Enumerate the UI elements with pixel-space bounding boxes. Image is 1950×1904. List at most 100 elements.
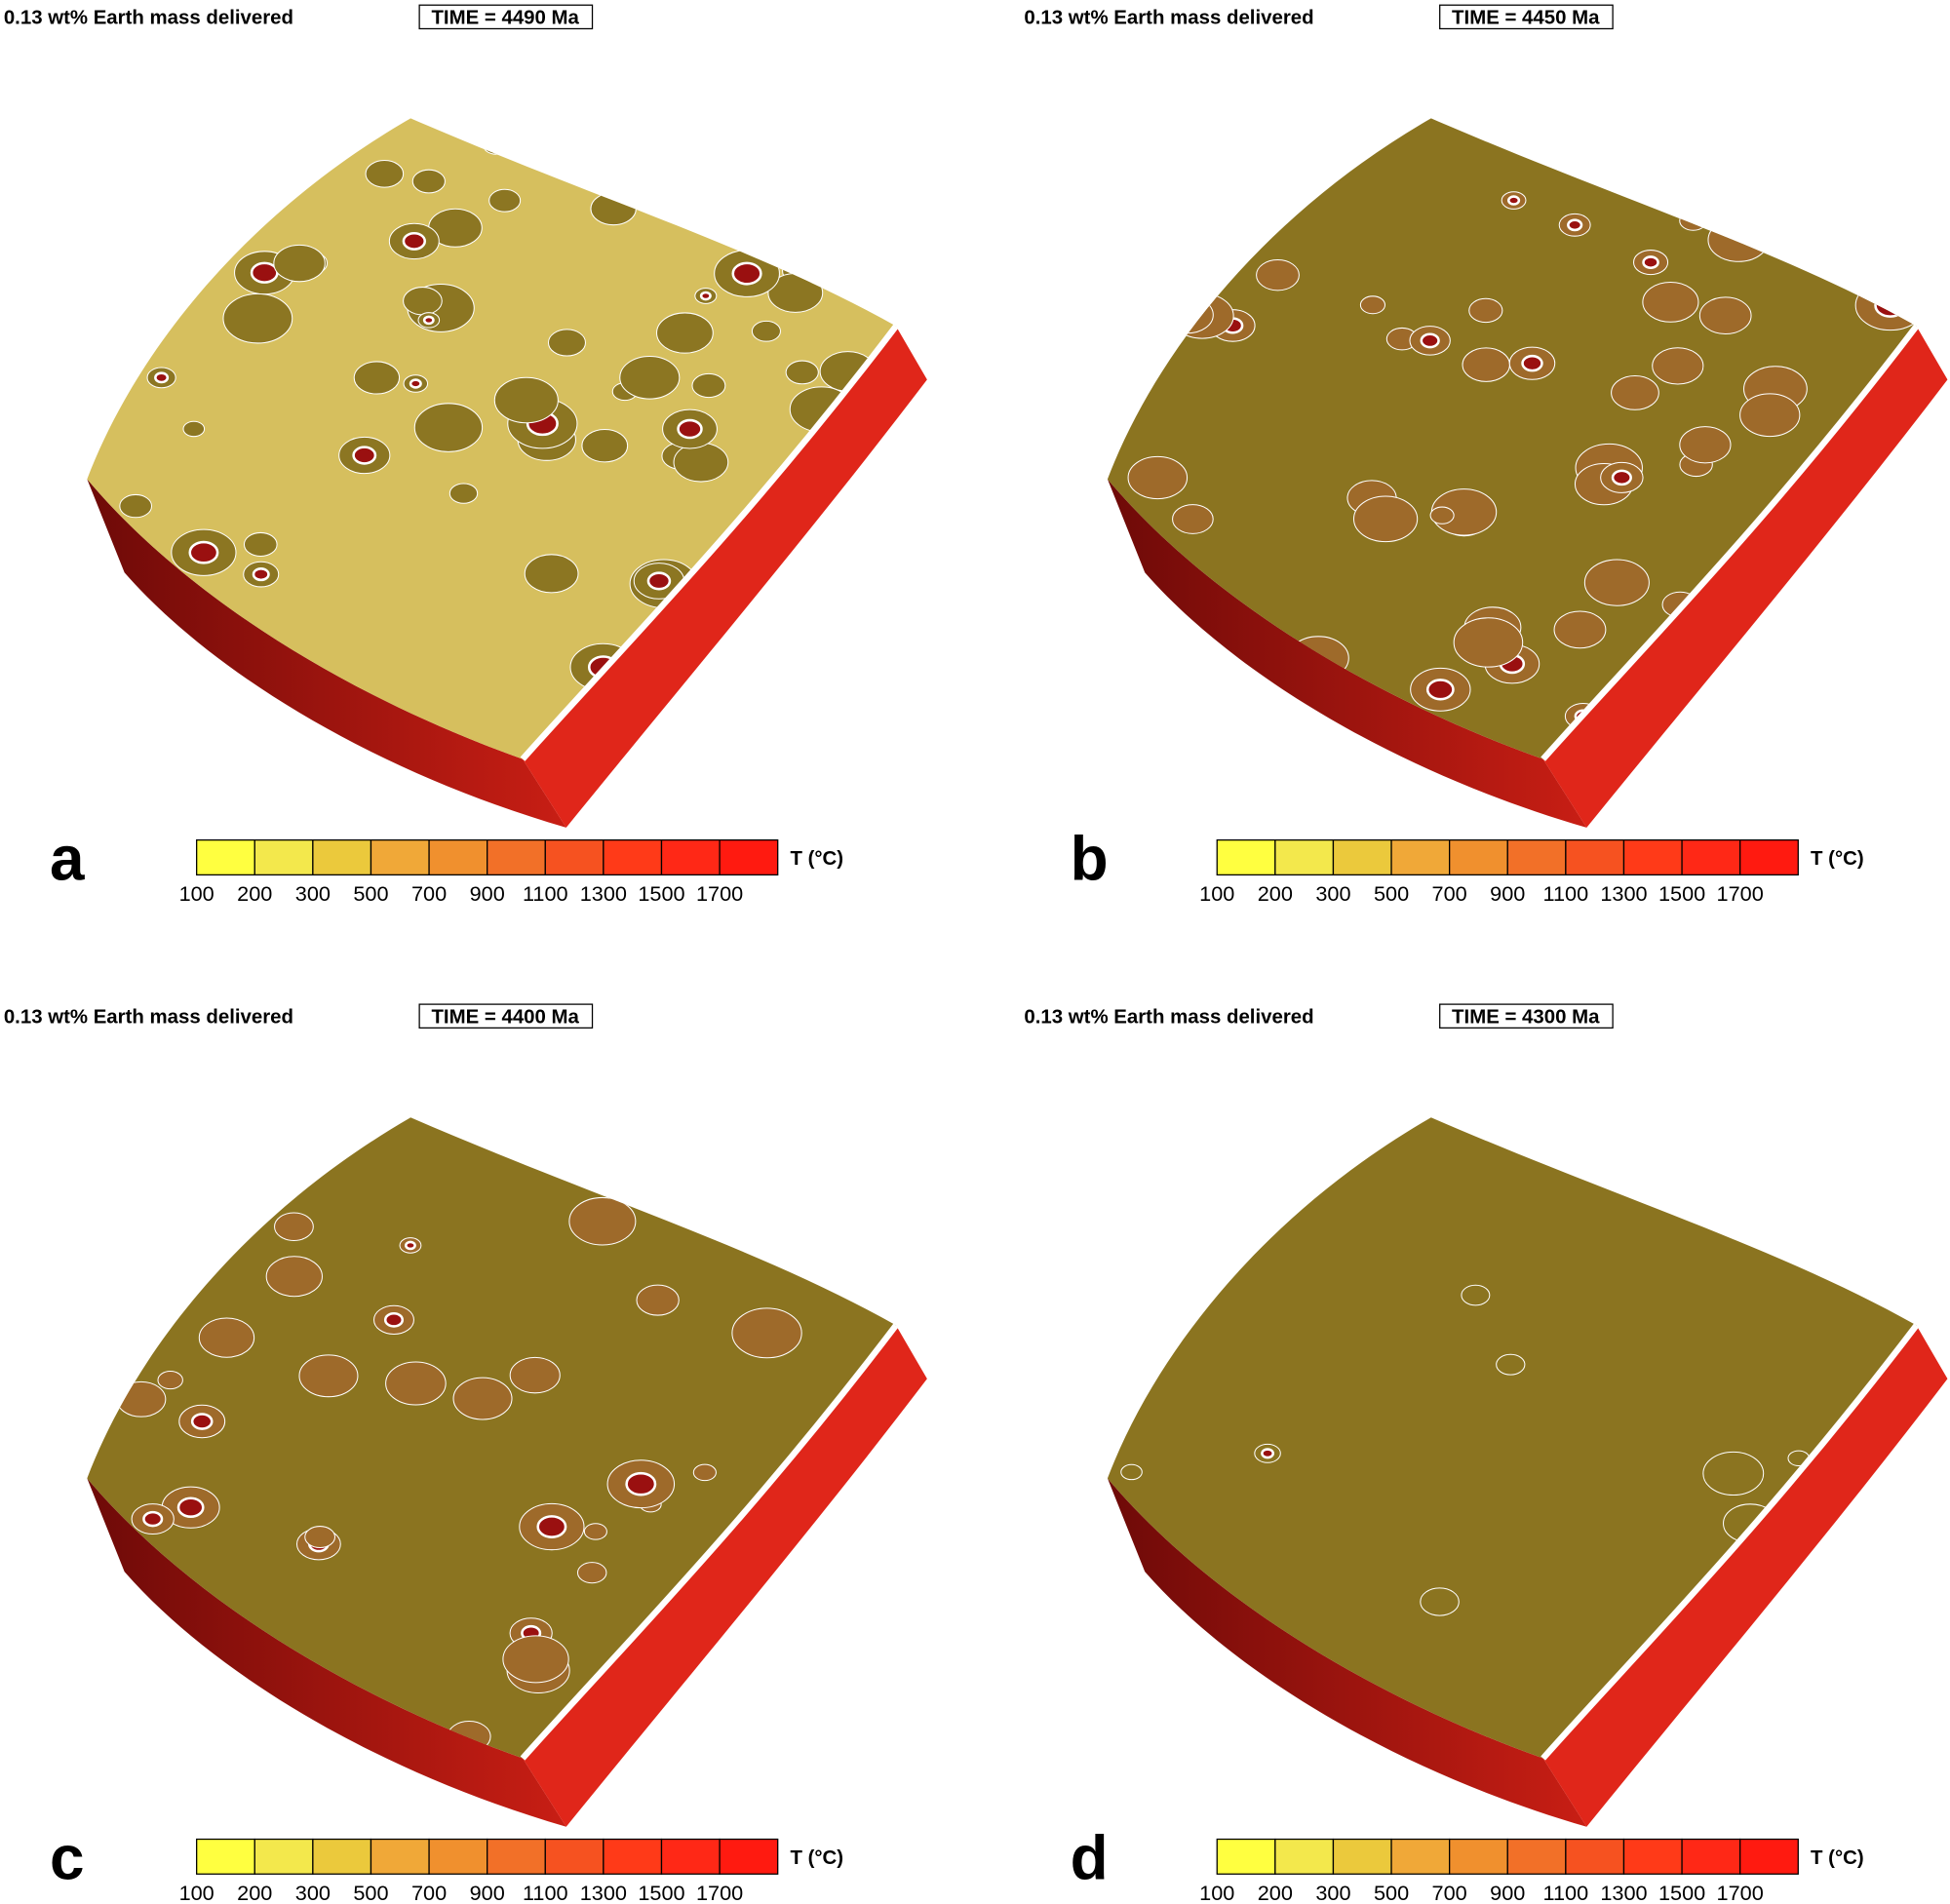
surface-patch [1679,210,1707,231]
panel-letter: b [1071,823,1109,893]
colorbar-swatch [1622,1838,1683,1875]
surface-patch [265,1256,323,1298]
hot-spot [1874,292,1907,318]
surface-patch [1553,610,1607,649]
colorbar-swatch [1274,838,1335,876]
surface-patch [134,118,186,144]
surface-patch [1420,1587,1460,1616]
colorbar-tick-label: 1700 [1717,1881,1764,1904]
surface-patch [502,1635,569,1684]
surface-patch [1705,702,1763,744]
surface-patch [222,292,293,344]
colorbar-tick-label: 200 [1258,1881,1293,1904]
hot-spot [1611,469,1632,486]
surface-patch [87,191,122,222]
panel-caption: 0.13 wt% Earth mass delivered [1024,1006,1313,1028]
surface-patch [1496,1353,1526,1376]
panel-letter: d [1071,1822,1109,1892]
surface-patch [413,403,484,452]
hot-spot [536,1515,567,1538]
surface-patch [1634,132,1692,174]
hot-spot [156,186,171,198]
hot-spot [625,1471,657,1496]
slab-edge [1540,1323,1920,1761]
surface-patch [1727,165,1795,214]
hot-spot [402,231,427,251]
surface-patch [1256,259,1300,291]
surface-patch [1120,1463,1143,1481]
surface-patch [691,372,726,399]
surface-patch [1208,148,1231,166]
surface-patch [610,1176,642,1199]
hot-spot [703,704,725,721]
colorbar-swatch [428,838,488,876]
surface-patch [493,376,559,424]
colorbar-swatch [370,1838,430,1875]
surface-patch [1107,613,1165,662]
colorbar-tick-label: 300 [1315,1881,1350,1904]
hot-spot [677,418,703,440]
surface-patch [1138,257,1170,281]
surface-patch [365,160,405,188]
surface-patch [1161,295,1214,334]
surface-patch [1642,281,1699,323]
colorbar-tick-label: 700 [1432,881,1467,906]
colorbar-tick-label: 1300 [1600,881,1647,906]
hot-spot [1261,1448,1275,1459]
surface-patch [1855,1517,1914,1560]
hot-spot [422,315,435,326]
hot-spot [404,1240,416,1251]
hot-spot [618,1181,634,1193]
surface-patch [243,531,278,557]
slab-right-side [523,326,927,828]
surface-patch [751,320,781,342]
colorbar-swatch [1506,838,1567,876]
colorbar-swatch [1739,1838,1799,1875]
colorbar-swatch [487,1838,546,1875]
colorbar-tick-label: 900 [470,881,505,906]
surface-patch [385,1361,447,1406]
surface-patch [796,622,836,650]
surface-patch [656,312,714,354]
surface-patch [1255,127,1301,160]
colorbar-tick-label: 100 [179,881,214,906]
surface-patch [184,1170,210,1188]
colorbar-swatch [487,838,546,876]
colorbar-swatch [1216,1838,1276,1875]
surface-patch [1461,1284,1491,1306]
surface-patch [1462,347,1510,382]
time-box [418,1003,594,1029]
surface-patch [217,160,254,186]
surface-patch [175,1247,215,1276]
surface-patch [1429,506,1455,525]
colorbar-tick-label: 500 [353,1881,388,1904]
colorbar-tick-label: 1100 [523,881,568,906]
colorbar-tick-label: 200 [1258,881,1293,906]
colorbar-tick-label: 1100 [523,1881,568,1904]
surface-patch [1884,233,1917,272]
surface-patch [1193,1674,1249,1715]
surface-patch [803,1117,873,1156]
slab-left-side [87,1478,566,1827]
surface-patch [1746,221,1773,241]
surface-patch [1834,641,1904,691]
colorbar-tick-label: 700 [411,881,447,906]
slab-left-side [1107,1478,1587,1827]
colorbar-tick-label: 1300 [580,881,627,906]
colorbar-tick-label: 500 [1374,1881,1409,1904]
hot-spot [197,1188,217,1205]
slab-left-side [1107,479,1587,828]
slab-top [1107,1117,1917,1759]
colorbar-swatch [1565,838,1625,876]
surface-patch [488,188,522,213]
colorbar-tick-label: 500 [1374,881,1409,906]
surface-patch [452,1377,513,1420]
time-box [1439,4,1614,30]
colorbar-unit: T (°C) [790,848,843,870]
panel-letter: c [50,1822,84,1892]
colorbar-tick-label: 300 [1315,881,1350,906]
colorbar-swatch [603,1838,663,1875]
time-box [1439,1003,1614,1029]
hot-spot [699,291,712,301]
